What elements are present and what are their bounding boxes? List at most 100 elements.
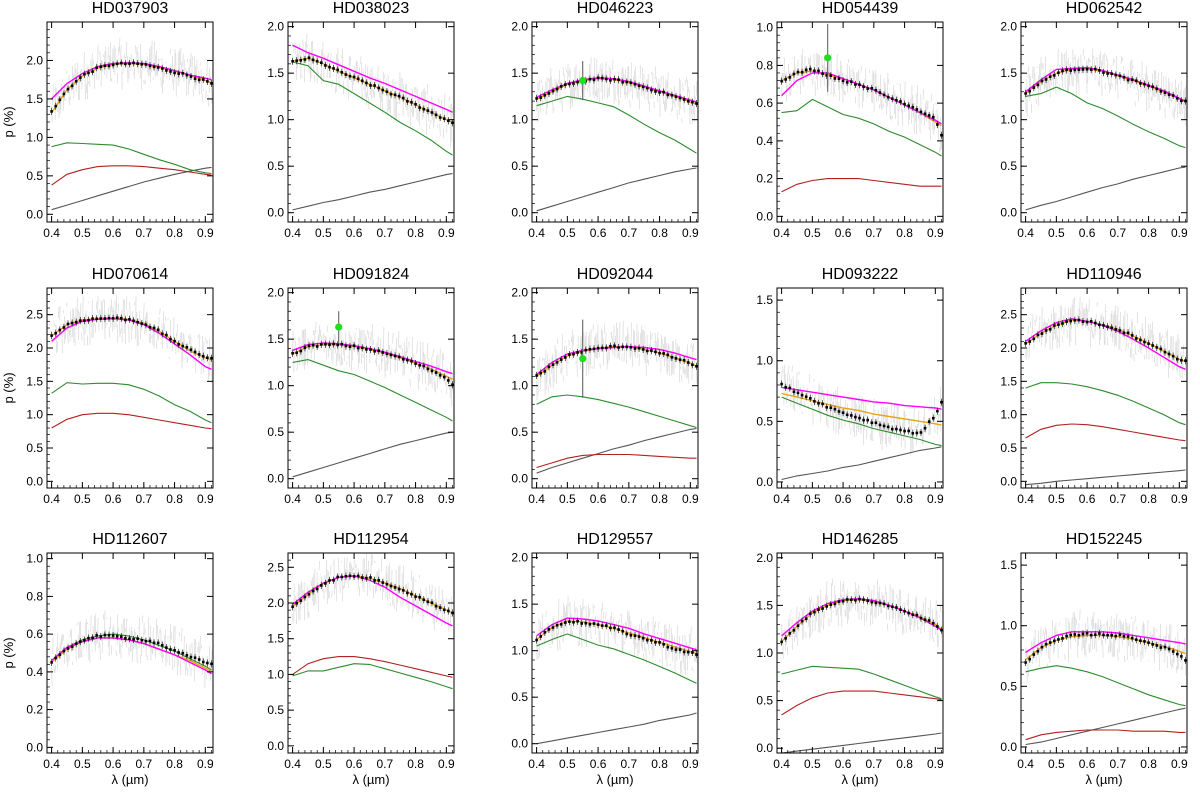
data-point bbox=[658, 91, 661, 94]
y-tick-label: 0.0 bbox=[756, 475, 773, 489]
data-point bbox=[874, 88, 878, 92]
data-point bbox=[796, 624, 800, 628]
data-point bbox=[780, 382, 783, 386]
data-point bbox=[1040, 79, 1044, 83]
data-point bbox=[438, 606, 442, 609]
data-point bbox=[66, 87, 70, 91]
data-point bbox=[369, 576, 372, 579]
y-tick-label: 0.5 bbox=[511, 159, 528, 173]
highlight-point bbox=[579, 77, 587, 85]
data-point bbox=[849, 598, 853, 602]
data-point bbox=[434, 371, 438, 374]
data-point bbox=[1180, 99, 1183, 103]
panel-title: HD112954 bbox=[333, 531, 408, 548]
axes-frame bbox=[46, 552, 214, 754]
data-point bbox=[1151, 643, 1154, 646]
x-tick-label: 0.4 bbox=[773, 757, 790, 771]
data-point bbox=[1093, 67, 1097, 71]
data-point bbox=[576, 619, 579, 623]
data-point bbox=[637, 84, 641, 88]
y-tick-label: 0.2 bbox=[756, 172, 773, 186]
data-point bbox=[451, 611, 454, 615]
data-point bbox=[547, 628, 551, 631]
x-tick-label: 0.9 bbox=[682, 226, 699, 240]
panel-hd093222: HD093222 0.4 0.5 0.6 0.7 0.8 0.9 0.0 0.5 1.0 1.5 bbox=[756, 266, 944, 506]
plot-area bbox=[780, 578, 943, 753]
data-point bbox=[422, 107, 426, 111]
data-point bbox=[119, 635, 123, 639]
panel-title: HD129557 bbox=[577, 531, 654, 548]
data-point bbox=[555, 361, 559, 364]
data-point bbox=[535, 97, 538, 100]
y-tick-label: 1.5 bbox=[267, 66, 284, 80]
data-point bbox=[111, 63, 115, 67]
data-point bbox=[165, 333, 168, 337]
x-tick-label: 0.5 bbox=[74, 492, 91, 506]
data-point bbox=[315, 587, 319, 591]
data-point bbox=[1044, 329, 1048, 332]
data-point bbox=[324, 64, 327, 67]
raw-spectrum bbox=[292, 321, 454, 406]
data-point bbox=[1081, 68, 1085, 71]
x-tick-label: 0.7 bbox=[865, 492, 882, 506]
y-tick-label: 0.0 bbox=[26, 207, 43, 221]
plot-area bbox=[535, 595, 698, 745]
data-point bbox=[165, 69, 168, 72]
data-point bbox=[177, 343, 180, 346]
data-point bbox=[328, 65, 331, 69]
data-point bbox=[543, 631, 547, 634]
data-point bbox=[572, 352, 575, 356]
x-tick-label: 0.9 bbox=[927, 492, 944, 506]
data-point bbox=[206, 661, 209, 665]
data-point bbox=[1048, 641, 1052, 644]
data-point bbox=[654, 350, 657, 354]
data-point bbox=[695, 102, 698, 105]
data-point bbox=[845, 81, 849, 84]
x-tick-label: 0.6 bbox=[1079, 757, 1096, 771]
data-point bbox=[62, 649, 66, 653]
data-point bbox=[352, 575, 356, 578]
data-point bbox=[849, 414, 853, 417]
axes-frame bbox=[531, 287, 699, 489]
x-tick-label: 0.4 bbox=[284, 757, 301, 771]
data-point bbox=[874, 421, 878, 425]
data-point bbox=[1118, 329, 1122, 332]
data-point bbox=[62, 92, 66, 96]
y-tick-label: 1.5 bbox=[756, 598, 773, 612]
data-point bbox=[633, 347, 637, 350]
data-point bbox=[1089, 320, 1093, 323]
data-point bbox=[1065, 320, 1068, 323]
red-curve bbox=[1025, 423, 1186, 442]
panel-hd062542: HD062542 0.4 0.5 0.6 0.7 0.8 0.9 0.0 0.5 1.0 1.5 2.… bbox=[1000, 0, 1188, 240]
data-point bbox=[160, 332, 164, 336]
data-point bbox=[788, 76, 792, 79]
data-point bbox=[1098, 323, 1101, 327]
data-point bbox=[193, 77, 197, 80]
x-tick-label: 0.5 bbox=[74, 757, 91, 771]
data-point bbox=[356, 346, 360, 350]
data-point bbox=[1028, 89, 1032, 93]
data-point bbox=[1163, 91, 1167, 94]
plot-area bbox=[1024, 296, 1187, 486]
data-point bbox=[572, 620, 575, 624]
data-point bbox=[940, 133, 943, 137]
y-tick-label: 1.5 bbox=[756, 293, 773, 307]
data-point bbox=[1159, 90, 1163, 93]
y-tick-label: 0.5 bbox=[756, 694, 773, 708]
data-point bbox=[1159, 347, 1163, 351]
x-tick-label: 0.8 bbox=[407, 757, 424, 771]
gray-curve bbox=[781, 446, 942, 481]
y-tick-label: 1.5 bbox=[511, 66, 528, 80]
data-point bbox=[1110, 633, 1113, 637]
data-point bbox=[600, 346, 604, 350]
data-point bbox=[792, 629, 796, 632]
data-point bbox=[841, 599, 845, 603]
data-point bbox=[360, 576, 364, 579]
data-point bbox=[1098, 632, 1101, 635]
data-point bbox=[1061, 69, 1064, 73]
data-point bbox=[307, 592, 311, 596]
data-point bbox=[1048, 327, 1052, 331]
data-point bbox=[1069, 633, 1072, 637]
y-tick-label: 1.5 bbox=[26, 374, 43, 388]
data-point bbox=[829, 406, 833, 410]
